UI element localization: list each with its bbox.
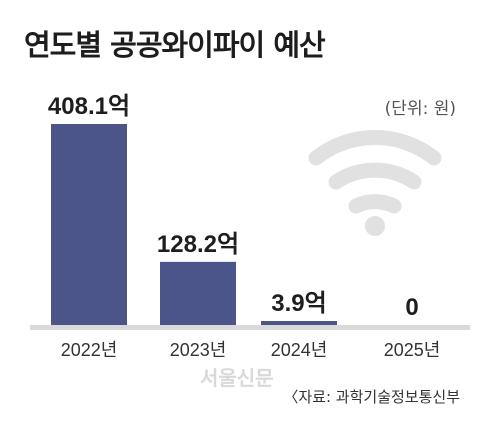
wifi-icon [308,129,442,236]
bar-value-label-3: 0 [405,294,418,321]
bar-value-label-1: 128.2억 [157,231,239,258]
bar-value-label-2: 3.9억 [271,290,326,317]
watermark: 서울신문 [200,366,274,390]
bar-0 [51,124,127,325]
unit-label: (단위: 원) [384,99,456,119]
source-label: 〈자료: 과학기술정보통신부 [283,388,460,406]
x-tick-label-3: 2025년 [384,340,441,360]
bar-2 [261,321,337,325]
x-tick-label-0: 2022년 [61,340,118,360]
bar-1 [160,261,236,325]
x-axis-baseline [30,325,470,330]
chart-title: 연도별 공공와이파이 예산 [24,28,326,62]
bar-value-label-0: 408.1억 [48,93,130,120]
x-tick-label-1: 2023년 [170,340,227,360]
x-tick-label-2: 2024년 [271,340,328,360]
